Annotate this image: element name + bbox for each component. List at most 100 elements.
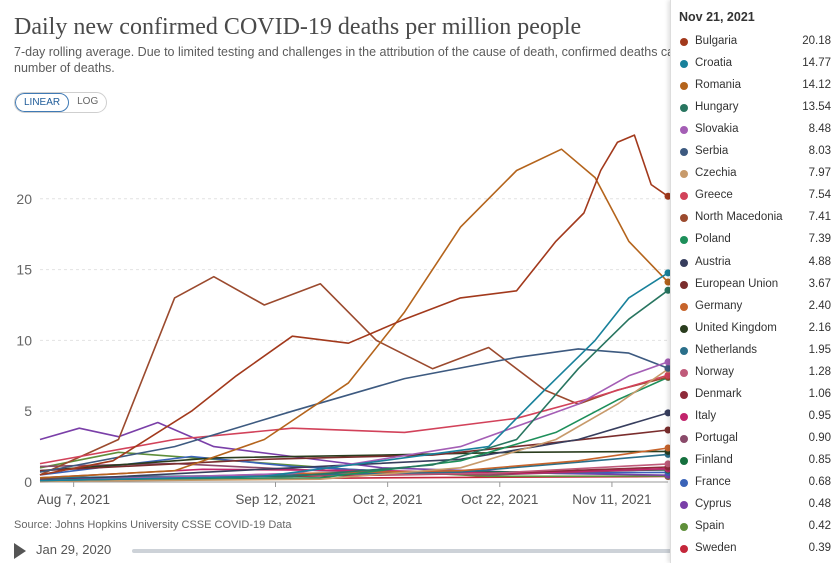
y-tick-label: 10: [16, 332, 32, 348]
legend-dot-icon: [680, 170, 688, 179]
tooltip-country: Denmark: [695, 387, 742, 400]
legend-dot-icon: [680, 368, 688, 377]
series-line[interactable]: [39, 148, 669, 479]
series-line[interactable]: [39, 272, 669, 482]
tooltip-country: Slovakia: [695, 123, 739, 136]
tooltip-country: Hungary: [695, 101, 739, 114]
tooltip-row: Bulgaria 20.18: [671, 32, 838, 54]
tooltip-value: 7.54: [808, 189, 831, 202]
tooltip-value: 2.40: [808, 299, 831, 312]
chart-subtitle: 7-day rolling average. Due to limited te…: [14, 45, 675, 75]
tooltip-country: Poland: [695, 233, 731, 246]
series-endpoint: [664, 364, 670, 372]
series-line[interactable]: [39, 412, 669, 482]
y-tick-label: 5: [24, 403, 32, 419]
tooltip-value: 1.28: [808, 365, 831, 378]
tooltip-value: 13.54: [802, 101, 831, 114]
tick-layer: 0 5 10 15 20 Aug 7, 2021 Sep 12, 2021 Oct 2, 20…: [16, 191, 651, 507]
tooltip-country: Czechia: [695, 167, 737, 180]
series-line[interactable]: [39, 374, 669, 465]
series-endpoint: [664, 444, 670, 452]
tooltip-country: Bulgaria: [695, 35, 738, 47]
tooltip-row: Netherlands 1.95: [671, 341, 838, 363]
tooltip-row: Poland 7.39: [671, 230, 838, 252]
series-line[interactable]: [39, 429, 669, 472]
legend-dot-icon: [680, 214, 688, 223]
series-endpoint: [664, 358, 670, 366]
y-tick-label: 0: [24, 474, 32, 490]
y-tick-label: 20: [16, 191, 32, 207]
legend-dot-icon: [680, 104, 688, 113]
tooltip-row: Denmark 1.06: [671, 385, 838, 407]
tooltip-value: 1.06: [808, 387, 831, 400]
series-endpoint: [664, 409, 670, 417]
tooltip-country: Germany: [695, 299, 743, 312]
tooltip-value: 0.39: [808, 542, 831, 555]
tooltip-row: Cyprus 0.48: [671, 495, 838, 517]
series-line[interactable]: [39, 376, 669, 483]
series-endpoint: [664, 192, 670, 200]
tooltip-country: Finland: [695, 453, 733, 466]
legend-dot-icon: [680, 280, 688, 289]
tooltip-value: 0.42: [808, 520, 831, 533]
tooltip-country: Norway: [695, 365, 734, 378]
tooltip-row: European Union 3.67: [671, 275, 838, 297]
legend-dot-icon: [680, 412, 688, 421]
legend-dot-icon: [680, 38, 688, 46]
tooltip-value: 14.12: [802, 79, 831, 92]
series-line[interactable]: [39, 450, 669, 472]
linear-scale-button[interactable]: LINEAR: [15, 93, 70, 112]
legend-dot-icon: [680, 479, 688, 487]
tooltip-row: Spain 0.42: [671, 517, 838, 539]
x-tick-label: Sep 12, 2021: [235, 492, 315, 507]
series-line[interactable]: [39, 361, 669, 482]
tooltip-value: 3.67: [808, 277, 831, 290]
series-line[interactable]: [39, 348, 669, 473]
legend-dot-icon: [680, 390, 688, 399]
legend-dot-icon: [680, 324, 688, 333]
tooltip-value: 14.77: [802, 57, 831, 70]
x-tick-label: Aug 7, 2021: [37, 492, 110, 507]
series-line[interactable]: [39, 451, 669, 478]
source-note: Source: Johns Hopkins University CSSE CO…: [14, 519, 292, 531]
tooltip-value: 0.68: [808, 476, 831, 488]
tooltip-row: Italy 0.95: [671, 407, 838, 429]
series-line[interactable]: [39, 289, 669, 482]
line-chart: 0 5 10 15 20 Aug 7, 2021 Sep 12, 2021 Oct 2, 20…: [16, 134, 670, 507]
tooltip-country: Serbia: [695, 145, 729, 158]
tooltip-country: United Kingdom: [695, 321, 777, 334]
tooltip-value: 7.39: [808, 233, 831, 246]
tooltip-row: United Kingdom 2.16: [671, 319, 838, 341]
tooltip-country: France: [695, 476, 731, 488]
log-scale-button[interactable]: LOG: [77, 96, 99, 107]
tooltip-country: Portugal: [695, 431, 738, 444]
legend-dot-icon: [680, 148, 688, 157]
tooltip-value: 2.16: [808, 321, 831, 334]
series-endpoint: [664, 426, 670, 434]
chart-title: Daily new confirmed COVID-19 deaths per …: [14, 14, 582, 40]
tooltip-value: 8.03: [808, 145, 831, 158]
legend-dot-icon: [680, 60, 688, 69]
legend-dot-icon: [680, 236, 688, 245]
tooltip-value: 4.88: [808, 255, 831, 268]
tooltip-row: Czechia 7.97: [671, 164, 838, 186]
series-layer: [39, 134, 670, 483]
series-line[interactable]: [39, 134, 669, 476]
tooltip-row: Slovakia 8.48: [671, 120, 838, 142]
tooltip-row: North Macedonia 7.41: [671, 208, 838, 230]
tooltip-value: 0.90: [808, 431, 831, 444]
play-icon[interactable]: [14, 543, 26, 559]
tooltip-country: European Union: [695, 277, 779, 290]
tooltip-row: Austria 4.88: [671, 253, 838, 275]
y-tick-label: 15: [16, 262, 32, 278]
series-line[interactable]: [39, 368, 669, 483]
series-endpoint: [664, 371, 670, 379]
timeline-slider[interactable]: [132, 549, 672, 553]
legend-dot-icon: [680, 456, 688, 465]
tooltip-value: 0.85: [808, 453, 831, 466]
timeline: Jan 29, 2020: [12, 540, 672, 560]
legend-dot-icon: [680, 192, 688, 201]
tooltip-country: Netherlands: [695, 343, 758, 356]
timeline-start-date: Jan 29, 2020: [36, 542, 112, 557]
tooltip-row: Greece 7.54: [671, 186, 838, 208]
